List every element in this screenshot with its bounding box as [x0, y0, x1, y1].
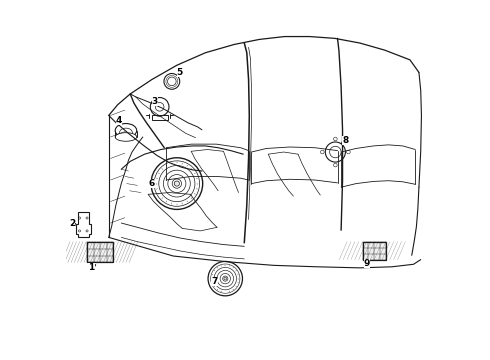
Text: 5: 5 [176, 68, 183, 77]
Circle shape [174, 181, 179, 186]
Text: 4: 4 [116, 116, 122, 125]
Bar [87, 242, 113, 262]
Circle shape [224, 277, 227, 280]
Text: 9: 9 [364, 259, 370, 268]
Text: 2: 2 [69, 219, 75, 228]
Text: 7: 7 [211, 276, 218, 285]
Ellipse shape [115, 133, 137, 141]
Text: 1: 1 [88, 264, 95, 273]
Text: 6: 6 [148, 179, 155, 188]
Bar [363, 242, 386, 260]
Text: 3: 3 [151, 96, 158, 105]
Text: 8: 8 [343, 136, 348, 145]
Bar [152, 115, 168, 121]
